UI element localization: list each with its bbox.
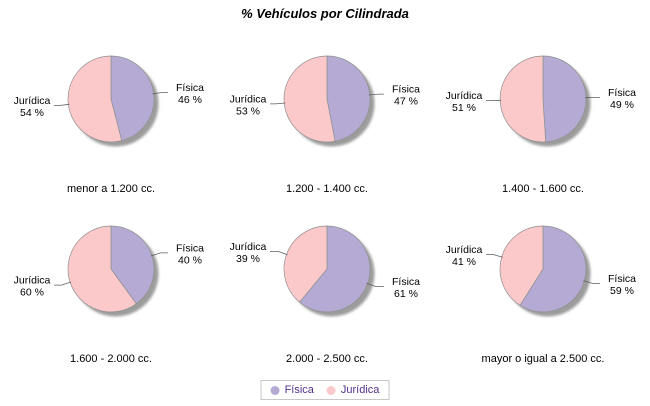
pie-caption-5: 2.000 - 2.500 cc.: [286, 353, 368, 365]
juridica-legend-marker-icon: [326, 385, 336, 395]
pie-chart-4: Física 40 % Jurídica 60 %: [14, 225, 204, 317]
pie-chart-2: Física 47 % Jurídica 53 %: [230, 55, 420, 147]
pie-cell-2: Física 47 % Jurídica 53 % 1.200 - 1.400 cc.: [219, 43, 435, 213]
legend-item-fisica: Física: [270, 384, 314, 396]
pie-chart-6: Física 59 % Jurídica 41 %: [446, 225, 636, 317]
legend: Física Jurídica: [260, 380, 390, 400]
pie-cell-1: Física 46 % Jurídica 54 % menor a 1.200 cc.: [3, 43, 219, 213]
pie-cell-6: Física 59 % Jurídica 41 % mayor o igual a 2…: [435, 213, 650, 383]
pie-chart-1: Física 46 % Jurídica 54 %: [14, 55, 204, 147]
pie-grid: Física 46 % Jurídica 54 % menor a 1.200 cc.…: [0, 43, 650, 383]
fisica-legend-label: Física: [284, 384, 314, 396]
pie-chart-5: Física 61 % Jurídica 39 %: [230, 225, 420, 317]
pie-cell-5: Física 61 % Jurídica 39 % 2.000 - 2.500 cc.: [219, 213, 435, 383]
pie-cell-4: Física 40 % Jurídica 60 % 1.600 - 2.000 cc.: [3, 213, 219, 383]
pie-caption-6: mayor o igual a 2.500 cc.: [481, 353, 605, 365]
pie-chart-3: Física 49 % Jurídica 51 %: [446, 55, 636, 147]
fisica-legend-marker-icon: [270, 385, 280, 395]
pie-cell-3: Física 49 % Jurídica 51 % 1.400 - 1.600 cc.: [435, 43, 650, 213]
juridica-legend-label: Jurídica: [340, 384, 380, 396]
pie-caption-2: 1.200 - 1.400 cc.: [286, 183, 368, 195]
pie-caption-4: 1.600 - 2.000 cc.: [70, 353, 152, 365]
pie-caption-3: 1.400 - 1.600 cc.: [502, 183, 584, 195]
legend-item-juridica: Jurídica: [326, 384, 380, 396]
pie-caption-1: menor a 1.200 cc.: [66, 183, 156, 195]
page-title: % Vehículos por Cilindrada: [241, 6, 409, 21]
